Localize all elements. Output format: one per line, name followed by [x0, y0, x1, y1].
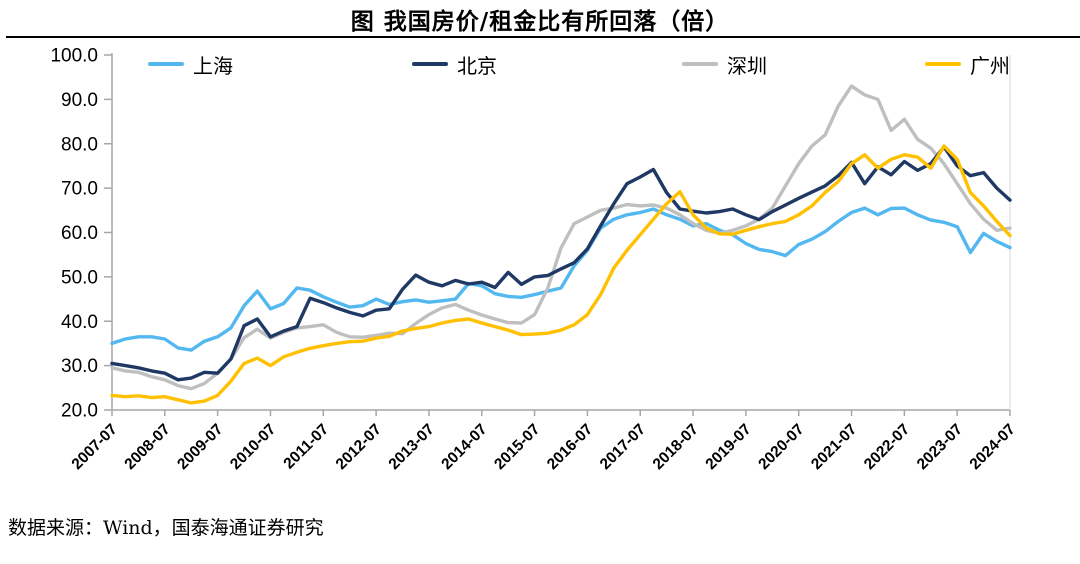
legend-label-shenzhen: 深圳 — [727, 55, 767, 78]
legend-item-guangzhou: 广州 — [925, 52, 1010, 78]
legend-item-beijing: 北京 — [412, 52, 497, 78]
x-tick-label: 2017-07 — [597, 421, 649, 473]
y-tick-label: 30.0 — [61, 356, 98, 377]
x-tick-label: 2012-07 — [333, 421, 385, 473]
legend-swatch-guangzhou — [925, 62, 961, 66]
x-tick-label: 2015-07 — [491, 421, 543, 473]
x-tick-label: 2010-07 — [227, 421, 279, 473]
x-tick-label: 2018-07 — [650, 421, 702, 473]
x-tick-label: 2022-07 — [861, 421, 913, 473]
chart-legend: 上海 北京 深圳 广州 — [0, 52, 1080, 78]
x-tick-label: 2020-07 — [755, 421, 807, 473]
x-tick-label: 2019-07 — [702, 421, 754, 473]
y-tick-label: 40.0 — [61, 312, 98, 333]
legend-swatch-beijing — [412, 62, 448, 66]
price-rent-ratio-chart: 100.0 90.0 80.0 70.0 60.0 50.0 40.0 30.0 20.0 200… — [0, 40, 1080, 515]
data-source-note: 数据来源：Wind，国泰海通证券研究 — [8, 517, 324, 539]
series-line-guangzhou — [110, 144, 1012, 405]
legend-label-guangzhou: 广州 — [970, 55, 1010, 78]
y-tick-label: 90.0 — [61, 90, 98, 111]
legend-swatch-shenzhen — [682, 62, 718, 66]
legend-label-beijing: 北京 — [457, 55, 497, 78]
y-tick-label: 60.0 — [61, 223, 98, 244]
x-tick-label: 2013-07 — [386, 421, 438, 473]
title-divider — [6, 36, 1080, 38]
y-tick-label: 70.0 — [61, 179, 98, 200]
x-tick-label: 2011-07 — [280, 421, 332, 473]
chart-plot: 100.090.080.070.060.050.040.030.020.0200… — [50, 46, 1019, 474]
legend-item-shenzhen: 深圳 — [682, 52, 767, 78]
x-tick-label: 2021-07 — [808, 421, 860, 473]
x-tick-label: 2009-07 — [174, 421, 226, 473]
y-tick-label: 20.0 — [61, 401, 98, 422]
x-tick-label: 2023-07 — [914, 421, 966, 473]
series-line-beijing — [110, 145, 1012, 382]
x-tick-label: 2024-07 — [967, 421, 1019, 473]
y-tick-label: 80.0 — [61, 134, 98, 155]
legend-swatch-shanghai — [148, 62, 184, 66]
legend-label-shanghai: 上海 — [193, 55, 233, 78]
x-tick-label: 2008-07 — [121, 421, 173, 473]
series-line-shanghai — [110, 206, 1012, 352]
x-tick-label: 2016-07 — [544, 421, 596, 473]
x-tick-label: 2014-07 — [438, 421, 490, 473]
x-tick-label: 2007-07 — [69, 421, 121, 473]
legend-item-shanghai: 上海 — [148, 52, 233, 78]
series-line-shenzhen — [110, 84, 1012, 391]
y-tick-label: 50.0 — [61, 267, 98, 288]
chart-title: 图 我国房价/租金比有所回落（倍） — [350, 8, 730, 35]
y-tick-label: 100.0 — [50, 46, 98, 67]
